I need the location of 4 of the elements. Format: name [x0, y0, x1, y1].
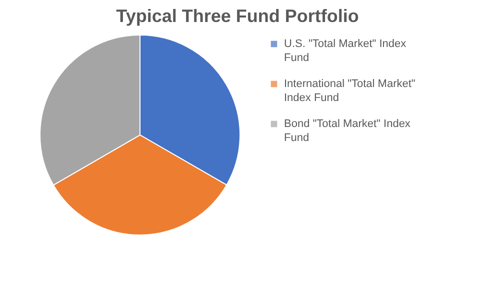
chart-title: Typical Three Fund Portfolio [116, 6, 359, 26]
legend-label: Bond "Total Market" Index Fund [284, 118, 411, 144]
legend-label: U.S. "Total Market" Index Fund [284, 38, 407, 64]
legend-label: International "Total Market" Index Fund [284, 78, 416, 104]
